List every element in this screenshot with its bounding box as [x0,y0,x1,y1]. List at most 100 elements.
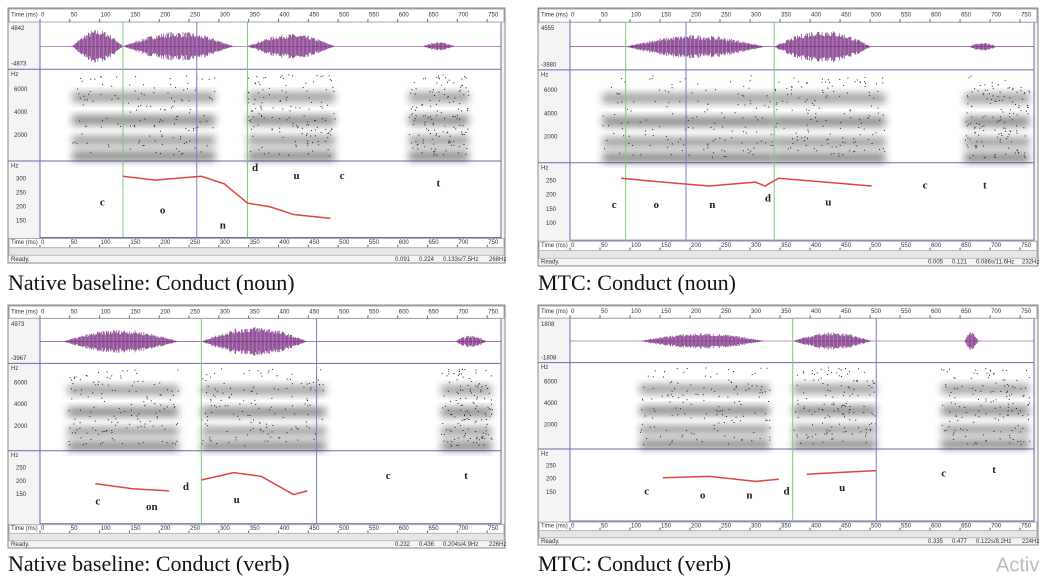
spec-speck [180,138,182,140]
formant-band [792,425,877,435]
spec-speck [733,436,735,438]
formant-band [941,425,1030,435]
spec-speck [1005,130,1007,132]
spec-speck [327,149,329,151]
spec-speck [681,436,683,438]
spec-speck [310,135,312,137]
spec-speck [796,374,798,376]
spec-speck [456,118,458,120]
spec-speck [434,129,436,131]
spec-speck [813,148,815,150]
spec-speck [744,126,746,128]
spec-speck [844,416,846,418]
spec-speck [257,92,259,94]
spec-speck [948,426,950,428]
spec-speck [640,431,642,433]
spec-speck [988,377,990,379]
formant-band [792,439,877,449]
spec-speck [790,147,792,149]
spec-speck [247,116,249,118]
spec-speck [1016,149,1018,151]
formant-band [408,115,469,126]
spec-speck [304,403,306,405]
ruler-tick-label: 450 [841,13,852,19]
spec-speck [333,113,335,115]
spec-speck [760,140,762,142]
spec-speck [652,417,654,419]
ruler-tick-label: 300 [220,13,231,19]
spec-speck [485,369,487,371]
spec-speck [161,440,163,442]
waveform [40,326,501,356]
spec-speck [294,141,296,143]
ruler-tick-label: 200 [160,240,171,246]
spec-speck [441,433,443,435]
spec-speck [654,410,656,412]
spec-speck [808,436,810,438]
spec-speck [983,145,985,147]
spec-speck [467,128,469,130]
spec-speck [833,91,835,93]
spec-speck [74,432,76,434]
spec-speck [258,113,260,115]
spec-speck [730,381,732,383]
spec-speck [718,395,720,397]
spec-speck [1012,112,1014,114]
spec-speck [952,434,954,436]
spec-speck [431,119,433,121]
spec-speck [1000,431,1002,433]
spec-speck [816,150,818,152]
spec-speck [743,131,745,133]
spec-speck [776,122,778,124]
spec-speck [731,419,733,421]
spec-speck [726,415,728,417]
spec-speck [448,368,450,370]
spec-speck [178,150,180,152]
spec-speck [317,379,319,381]
spec-speck [839,423,841,425]
spec-speck [823,403,825,405]
spec-speck [466,410,468,412]
spec-speck [613,132,615,134]
spec-speck [272,107,274,109]
ruler-label: Time (ms) [11,240,38,246]
spec-speck [1023,441,1025,443]
spec-speck [985,400,987,402]
spec-speck [100,76,102,78]
segment-letter: u [294,170,300,182]
spec-speck [441,373,443,375]
spec-speck [212,394,214,396]
spec-speck [250,110,252,112]
spec-speck [815,434,817,436]
spec-speck [806,434,808,436]
ruler-tick-label: 0 [571,309,575,315]
spec-speck [175,118,177,120]
spec-speck [796,434,798,436]
spec-speck [843,431,845,433]
spec-speck [444,117,446,119]
spec-speck [751,385,753,387]
spec-speck [172,105,174,107]
spec-speck [202,440,204,442]
spec-speck [114,95,116,97]
spec-speck [827,414,829,416]
pitch-tick: 200 [546,477,557,483]
spec-speck [418,134,420,136]
spec-speck [450,144,452,146]
spec-speck [469,388,471,390]
pitch-unit: Hz [541,166,548,172]
spec-speck [476,442,478,444]
spec-speck [838,155,840,157]
spec-speck [172,137,174,139]
spec-speck [480,389,482,391]
spec-speck [294,413,296,415]
spec-speck [116,76,118,78]
spec-speck [142,84,144,86]
spec-speck [259,422,261,424]
spec-speck [458,373,460,375]
spec-speck [979,85,981,87]
spec-speck [617,102,619,104]
spec-speck [964,406,966,408]
spec-speck [976,146,978,148]
